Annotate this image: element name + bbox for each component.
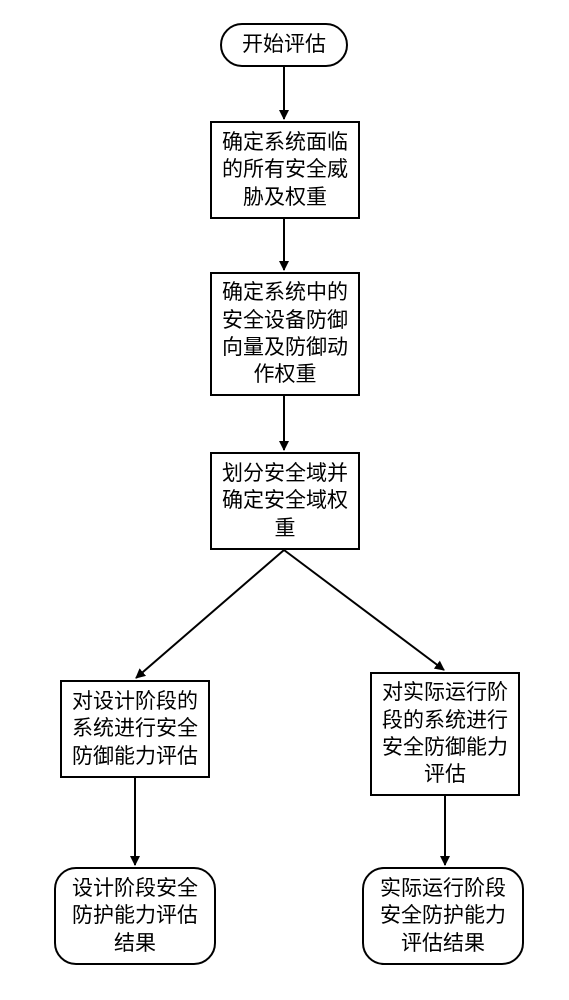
flow-edge	[284, 550, 444, 670]
flow-edge	[136, 550, 284, 678]
flow-node-step1: 确定系统面临 的所有安全威 胁及权重	[210, 121, 360, 219]
flow-node-right-end: 实际运行阶段 安全防护能力 评估结果	[362, 867, 524, 965]
flow-node-text: 开始评估	[242, 31, 326, 58]
flow-node-text: 对设计阶段的 系统进行安全 防御能力评估	[72, 688, 198, 770]
flow-node-step3: 划分安全域并 确定安全域权 重	[210, 452, 360, 550]
flow-node-step2: 确定系统中的 安全设备防御 向量及防御动 作权重	[210, 272, 360, 396]
flow-node-text: 对实际运行阶 段的系统进行 安全防御能力 评估	[382, 679, 508, 788]
flow-node-text: 实际运行阶段 安全防护能力 评估结果	[380, 875, 506, 957]
flow-node-start: 开始评估	[220, 23, 348, 67]
flow-node-text: 设计阶段安全 防护能力评估 结果	[72, 875, 198, 957]
flow-node-text: 确定系统面临 的所有安全威 胁及权重	[222, 129, 348, 211]
flow-node-text: 确定系统中的 安全设备防御 向量及防御动 作权重	[222, 279, 348, 388]
flow-node-left-process: 对设计阶段的 系统进行安全 防御能力评估	[60, 680, 210, 778]
flow-node-right-process: 对实际运行阶 段的系统进行 安全防御能力 评估	[370, 672, 520, 796]
flow-node-text: 划分安全域并 确定安全域权 重	[222, 460, 348, 542]
flow-node-left-end: 设计阶段安全 防护能力评估 结果	[54, 867, 216, 965]
